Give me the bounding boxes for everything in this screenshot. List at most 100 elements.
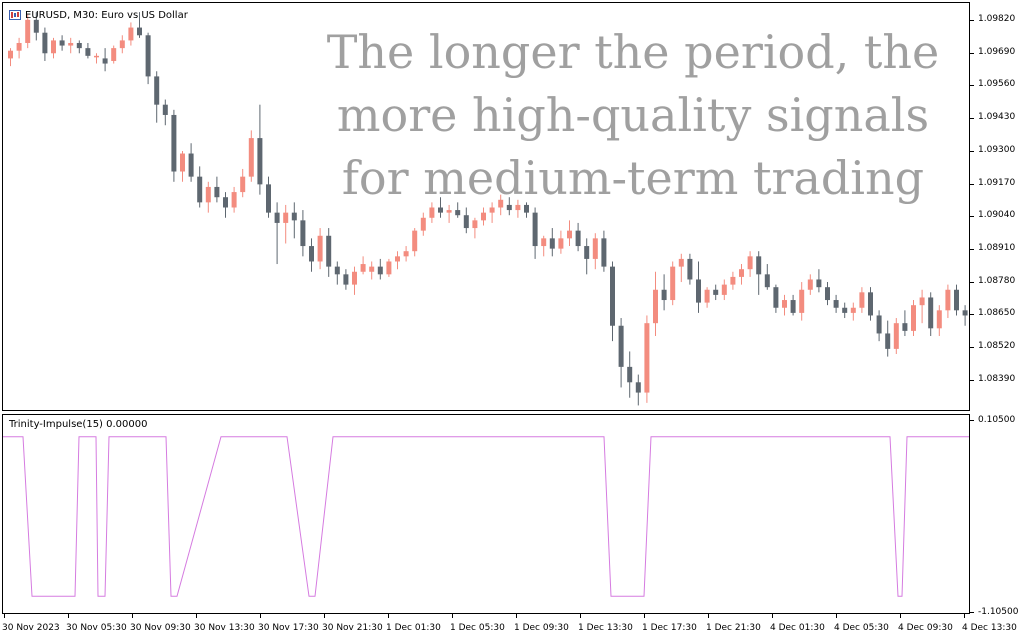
candle-body	[420, 217, 426, 231]
candle-body	[171, 114, 177, 172]
candle-body	[807, 279, 813, 290]
price-axis-label: 1.08910	[978, 242, 1016, 253]
candle-body	[601, 238, 607, 267]
time-axis-label: 1 Dec 13:30	[578, 623, 633, 633]
price-axis-label: 1.09820	[978, 14, 1016, 24]
bullish-candle	[8, 48, 13, 67]
candle-body	[859, 292, 865, 308]
candle-body	[790, 300, 796, 313]
candle-body	[283, 212, 289, 223]
price-chart-pane[interactable]: EURUSD, M30: Euro vs US Dollar The longe…	[2, 2, 970, 411]
indicator-max-label: 0.10500	[978, 415, 1016, 425]
bullish-candle	[51, 37, 56, 59]
time-axis-tick	[388, 614, 389, 618]
price-axis-tick	[970, 183, 974, 185]
bearish-candle	[334, 261, 340, 285]
time-axis-tick	[196, 614, 197, 618]
bullish-candle	[807, 274, 813, 295]
chart-window-icon	[9, 10, 21, 20]
indicator-chart	[3, 436, 969, 597]
candle-body	[704, 289, 710, 303]
candle-body	[713, 289, 719, 295]
bullish-candle	[704, 287, 710, 308]
candle-body	[532, 212, 538, 247]
time-axis-tick	[580, 614, 581, 618]
time-axis-tick	[836, 614, 837, 618]
candle-body	[936, 310, 942, 329]
bullish-candle	[911, 300, 916, 337]
bullish-candle	[850, 302, 856, 321]
price-axis-label: 1.08520	[978, 341, 1016, 351]
indicator-title: Trinity-Impulse(15) 0.00000	[9, 419, 148, 430]
candle-body	[119, 40, 125, 49]
candle-body	[300, 220, 306, 247]
bullish-candle	[352, 266, 357, 295]
time-axis-label: 4 Dec 05:30	[834, 623, 889, 633]
bearish-candle	[902, 310, 908, 337]
time-axis-label: 30 Nov 09:30	[130, 623, 191, 633]
bearish-candle	[274, 202, 280, 265]
candle-body	[902, 323, 908, 331]
bearish-candle	[773, 284, 779, 313]
indicator-pane[interactable]: Trinity-Impulse(15) 0.00000	[2, 414, 970, 614]
chart-title: EURUSD, M30: Euro vs US Dollar	[25, 10, 188, 21]
time-axis-label: 30 Nov 2023	[2, 623, 60, 633]
candle-body	[180, 153, 185, 172]
candle-body	[309, 246, 314, 262]
bullish-candle	[730, 271, 736, 290]
bearish-candle	[197, 166, 203, 208]
candle-body	[945, 289, 951, 311]
bearish-candle	[868, 287, 873, 321]
candle-body	[412, 230, 418, 252]
candle-body	[395, 256, 400, 262]
bullish-candle	[893, 318, 899, 355]
candle-body	[94, 55, 99, 58]
bullish-candle	[653, 271, 658, 337]
bullish-candle	[945, 284, 951, 319]
candle-body	[524, 204, 529, 213]
candle-body	[386, 261, 392, 275]
candle-body	[644, 323, 650, 393]
time-axis-tick	[68, 614, 69, 618]
candle-body	[248, 138, 254, 177]
candle-body	[326, 235, 332, 267]
candle-body	[558, 238, 564, 249]
bearish-candle	[524, 202, 529, 218]
candle-body	[463, 215, 469, 229]
candle-body	[162, 104, 168, 115]
bearish-candle	[549, 228, 555, 257]
candle-body	[360, 264, 366, 272]
candle-body	[687, 258, 693, 280]
time-axis-label: 1 Dec 17:30	[642, 623, 697, 633]
bullish-candle	[403, 246, 409, 262]
bearish-candle	[102, 48, 108, 72]
bearish-candle	[42, 27, 48, 61]
price-axis-tick	[970, 52, 974, 54]
bearish-candle	[300, 210, 306, 257]
candle-body	[799, 289, 805, 313]
bearish-candle	[696, 261, 701, 313]
bearish-candle	[145, 32, 151, 85]
bullish-candle	[360, 256, 366, 275]
bullish-candle	[412, 228, 418, 257]
candle-body	[954, 289, 959, 311]
candle-body	[8, 50, 13, 59]
bearish-candle	[876, 310, 882, 342]
candle-body	[481, 212, 486, 221]
bullish-candle	[180, 150, 185, 182]
time-axis-label: 1 Dec 05:30	[450, 623, 505, 633]
bullish-candle	[936, 305, 942, 337]
bullish-candle	[481, 207, 486, 226]
bearish-candle	[326, 228, 332, 277]
time-axis-label: 4 Dec 09:30	[898, 623, 953, 633]
candle-body	[773, 287, 779, 308]
bearish-candle	[954, 284, 959, 316]
bearish-candle	[618, 318, 624, 388]
candle-body	[205, 186, 211, 203]
bearish-candle	[85, 42, 91, 59]
candle-body	[214, 186, 220, 198]
time-axis-label: 4 Dec 13:30	[962, 623, 1017, 633]
candle-body	[102, 58, 108, 64]
bearish-candle	[885, 320, 891, 357]
candle-body	[764, 274, 770, 288]
